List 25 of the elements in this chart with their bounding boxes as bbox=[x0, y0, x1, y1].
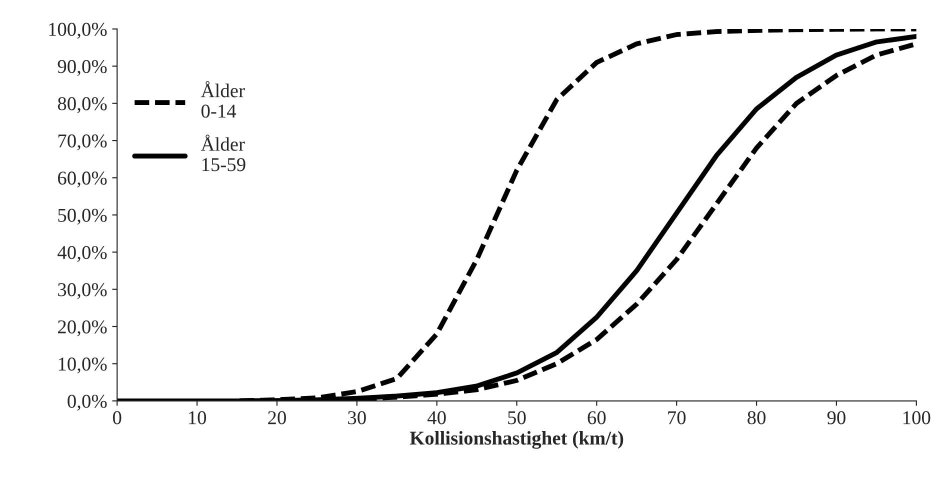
y-tick-label: 40,0% bbox=[58, 246, 107, 262]
x-tick-label: 40 bbox=[427, 411, 446, 424]
y-tick-label: 0,0% bbox=[68, 394, 107, 411]
x-tick-label: 10 bbox=[189, 411, 206, 424]
y-tick-label: 100,0% bbox=[49, 22, 107, 39]
x-tick-label: 80 bbox=[748, 411, 766, 424]
y-tick-label: 50,0% bbox=[58, 208, 107, 225]
y-tick-label: 90,0% bbox=[58, 60, 107, 76]
x-tick-label: 70 bbox=[668, 411, 686, 424]
y-tick-label: 80,0% bbox=[58, 97, 107, 114]
y-tick-label: 30,0% bbox=[58, 283, 107, 300]
x-tick-label: 0 bbox=[113, 411, 122, 424]
legend-label: Ålder 0-14 bbox=[200, 81, 245, 118]
y-tick-label: 10,0% bbox=[58, 358, 107, 374]
x-tick-label: 50 bbox=[508, 411, 526, 424]
x-tick-label: 60 bbox=[588, 411, 606, 424]
x-tick-label: 20 bbox=[268, 411, 286, 424]
y-tick-label: 20,0% bbox=[58, 320, 107, 336]
x-tick-label: 100 bbox=[904, 411, 930, 424]
x-tick-label: 30 bbox=[348, 411, 366, 424]
y-tick-label: 70,0% bbox=[58, 134, 107, 150]
legend-label: Ålder 15-59 bbox=[200, 134, 246, 172]
y-tick-label: 60,0% bbox=[58, 172, 107, 188]
x-axis-title: Kollisionshastighet (km/t) bbox=[410, 431, 624, 449]
x-tick-label: 90 bbox=[827, 411, 846, 424]
